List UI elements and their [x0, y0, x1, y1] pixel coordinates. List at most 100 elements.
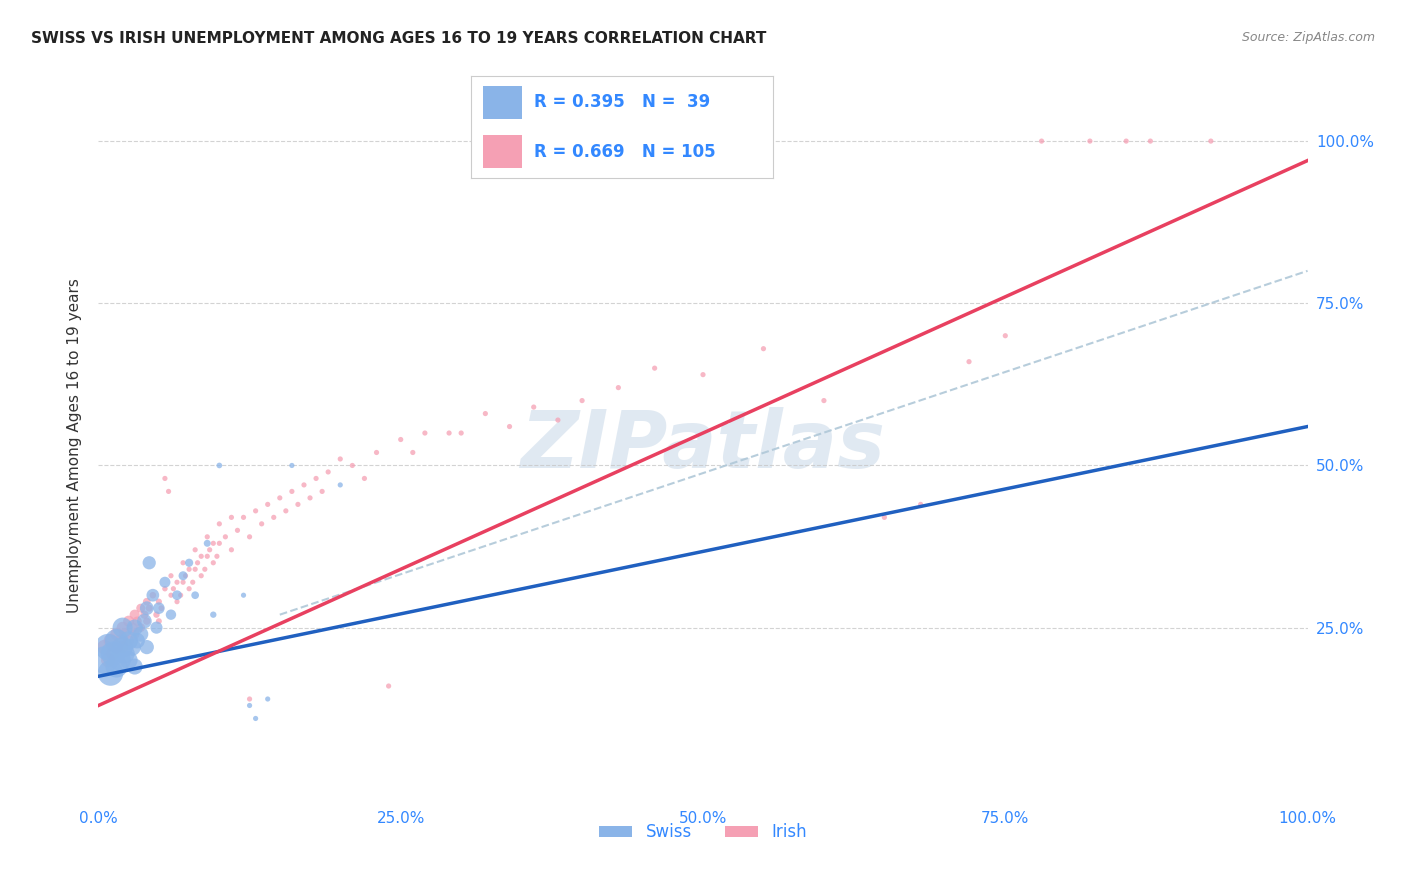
Point: [195, 549, 218, 564]
Point: [752, 342, 775, 356]
Point: [121, 621, 143, 635]
Point: [523, 400, 546, 414]
Point: [169, 588, 191, 602]
Point: [174, 568, 197, 582]
Point: [153, 575, 176, 590]
Point: [111, 621, 134, 635]
Point: [1199, 134, 1222, 148]
Point: [134, 614, 156, 628]
Y-axis label: Unemployment Among Ages 16 to 19 years: Unemployment Among Ages 16 to 19 years: [67, 278, 83, 614]
Point: [100, 666, 122, 681]
Point: [129, 627, 152, 641]
Point: [232, 588, 254, 602]
Point: [311, 484, 333, 499]
Point: [142, 588, 165, 602]
Point: [179, 562, 201, 576]
Point: [329, 452, 352, 467]
Point: [195, 530, 218, 544]
Point: [873, 510, 896, 524]
Point: [205, 549, 228, 564]
Point: [287, 497, 309, 511]
Point: [208, 516, 231, 531]
Point: [148, 601, 170, 615]
Point: [187, 556, 209, 570]
Point: [105, 633, 128, 648]
Point: [108, 633, 131, 648]
Point: [389, 433, 412, 447]
Point: [135, 601, 157, 615]
Point: [142, 588, 165, 602]
Point: [118, 653, 141, 667]
Point: [97, 640, 120, 654]
Point: [121, 640, 143, 654]
Point: [402, 445, 425, 459]
Point: [1139, 134, 1161, 148]
Point: [162, 582, 184, 596]
Point: [190, 549, 212, 564]
Point: [135, 640, 157, 654]
Point: [274, 504, 297, 518]
Point: [305, 471, 328, 485]
Point: [166, 588, 188, 602]
Point: [813, 393, 835, 408]
Point: [105, 659, 128, 673]
Point: [245, 711, 267, 725]
Point: [148, 614, 170, 628]
Point: [474, 407, 496, 421]
Point: [100, 633, 122, 648]
Point: [292, 478, 315, 492]
Point: [377, 679, 399, 693]
Point: [179, 582, 201, 596]
Point: [214, 530, 236, 544]
Point: [179, 556, 201, 570]
Point: [93, 640, 115, 654]
Point: [101, 647, 124, 661]
Point: [239, 692, 262, 706]
Point: [195, 536, 218, 550]
Point: [256, 497, 278, 511]
Point: [366, 445, 388, 459]
Point: [145, 607, 167, 622]
Point: [607, 381, 630, 395]
Point: [269, 491, 291, 505]
Point: [208, 458, 231, 473]
Point: [1115, 134, 1137, 148]
Point: [124, 621, 146, 635]
Point: [129, 601, 152, 615]
Point: [172, 556, 194, 570]
Text: ZIPatlas: ZIPatlas: [520, 407, 886, 485]
Text: SWISS VS IRISH UNEMPLOYMENT AMONG AGES 16 TO 19 YEARS CORRELATION CHART: SWISS VS IRISH UNEMPLOYMENT AMONG AGES 1…: [31, 31, 766, 46]
Point: [692, 368, 714, 382]
Point: [160, 607, 183, 622]
Text: Source: ZipAtlas.com: Source: ZipAtlas.com: [1241, 31, 1375, 45]
Point: [105, 640, 128, 654]
Point: [111, 640, 134, 654]
Point: [256, 692, 278, 706]
Point: [221, 510, 243, 524]
Point: [299, 491, 322, 505]
Point: [111, 621, 134, 635]
Point: [124, 627, 146, 641]
Point: [184, 562, 207, 576]
Point: [135, 614, 157, 628]
Point: [124, 607, 146, 622]
Point: [250, 516, 273, 531]
Point: [1031, 134, 1053, 148]
Point: [134, 607, 156, 622]
Point: [239, 530, 262, 544]
Point: [353, 471, 375, 485]
Point: [957, 354, 980, 368]
Point: [145, 621, 167, 635]
Point: [153, 471, 176, 485]
Point: [281, 484, 304, 499]
Point: [105, 627, 128, 641]
Point: [127, 614, 149, 628]
Point: [190, 568, 212, 582]
Point: [245, 504, 267, 518]
Point: [413, 425, 436, 440]
Point: [232, 510, 254, 524]
Point: [114, 627, 136, 641]
Point: [114, 647, 136, 661]
Point: [101, 647, 124, 661]
Point: [172, 568, 194, 582]
